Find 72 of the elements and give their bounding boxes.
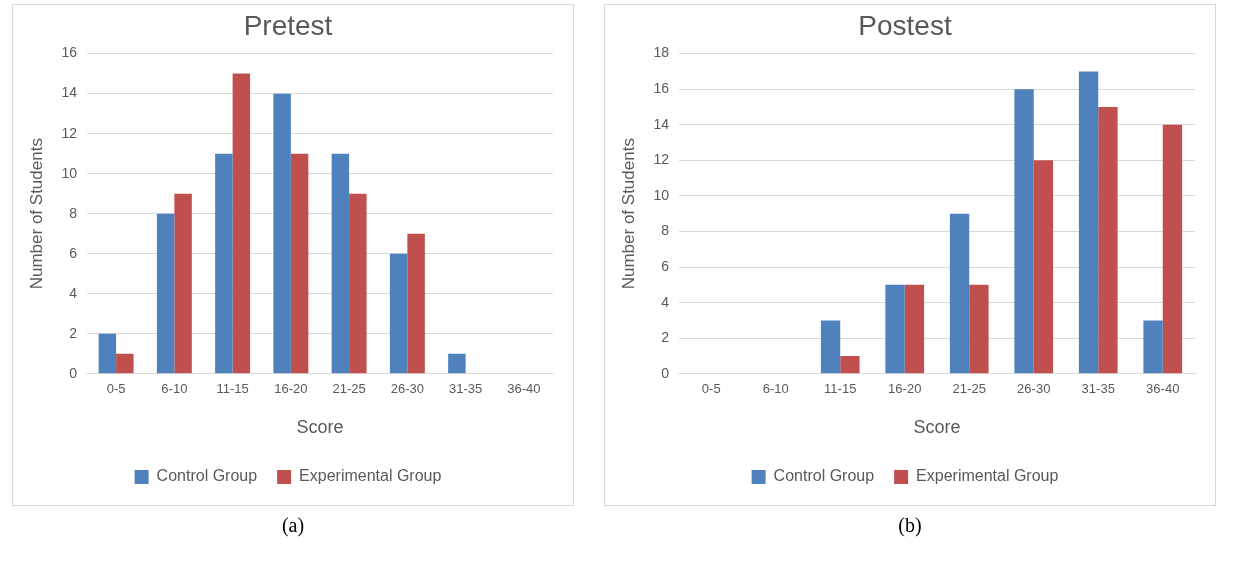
y-tick-label: 0 (661, 364, 670, 381)
bar (98, 333, 117, 374)
bar (273, 93, 291, 374)
x-tick-label: 36-40 (1146, 381, 1180, 397)
y-tick-label: 8 (661, 222, 670, 239)
text: (a) (281, 514, 305, 537)
legend-label: Control Group (156, 467, 258, 485)
bar (840, 356, 860, 374)
x-axis-title: Score (296, 417, 344, 438)
legend-label: Experimental Group (299, 467, 442, 485)
y-tick-label: 2 (69, 324, 78, 341)
bar (290, 153, 309, 374)
text: (b) (898, 514, 922, 537)
y-tick-label: 14 (61, 84, 78, 101)
x-tick-label: 26-30 (1017, 381, 1051, 397)
bar (407, 233, 425, 374)
x-tick-label: 31-35 (448, 381, 483, 397)
bar (1033, 160, 1054, 374)
bar (156, 213, 175, 374)
bar (215, 153, 233, 374)
bar (389, 253, 408, 374)
bar (885, 284, 905, 374)
y-tick-label: 2 (661, 329, 670, 346)
y-tick-label: 10 (61, 164, 78, 181)
x-tick-label: 26-30 (390, 381, 424, 397)
legend-label: Experimental Group (916, 467, 1059, 485)
y-tick-label: 0 (69, 364, 78, 381)
bar (949, 213, 970, 374)
bar (1078, 71, 1099, 374)
bar (820, 320, 841, 374)
y-tick-label: 4 (69, 284, 78, 301)
x-tick-label: 0-5 (701, 381, 721, 397)
x-tick-label: 11-15 (216, 381, 249, 397)
x-tick-label: 6-10 (762, 381, 789, 397)
bar (1143, 320, 1163, 374)
legend-label: Control Group (773, 467, 875, 485)
x-tick-label: 16-20 (888, 381, 922, 397)
bar (1014, 89, 1034, 374)
bar (969, 284, 989, 374)
y-tick-label: 6 (661, 257, 670, 274)
bar (174, 193, 192, 374)
y-tick-label: 4 (661, 293, 670, 310)
y-tick-label: 12 (653, 151, 670, 168)
y-tick-label: 8 (69, 204, 78, 221)
y-tick-label: 16 (653, 80, 670, 97)
chart-title: Pretest (243, 9, 333, 41)
x-tick-label: 21-25 (332, 381, 366, 397)
bar (232, 73, 251, 374)
x-tick-label: 21-25 (952, 381, 986, 397)
y-tick-label: 14 (653, 115, 670, 132)
y-tick-label: 10 (653, 186, 670, 203)
chart-title: Postest (858, 9, 952, 41)
y-axis-title: Number of Students (618, 138, 638, 290)
x-tick-label: 0-5 (106, 381, 126, 397)
y-tick-label: 16 (61, 44, 78, 61)
y-axis-title: Number of Students (26, 138, 46, 290)
bar (331, 153, 350, 374)
x-tick-label: 6-10 (161, 381, 188, 397)
x-tick-label: 16-20 (274, 381, 308, 397)
x-tick-label: 31-35 (1081, 381, 1115, 397)
x-axis-title: Score (913, 417, 961, 438)
bar (349, 193, 367, 374)
y-tick-label: 12 (61, 124, 78, 141)
bar (904, 284, 925, 374)
bar (1098, 106, 1118, 374)
y-tick-label: 6 (69, 244, 78, 261)
x-tick-label: 36-40 (507, 381, 541, 397)
bar (448, 353, 466, 374)
y-tick-label: 18 (653, 44, 670, 61)
bar (1162, 124, 1183, 374)
bar (116, 353, 134, 374)
x-tick-label: 11-15 (824, 381, 857, 397)
